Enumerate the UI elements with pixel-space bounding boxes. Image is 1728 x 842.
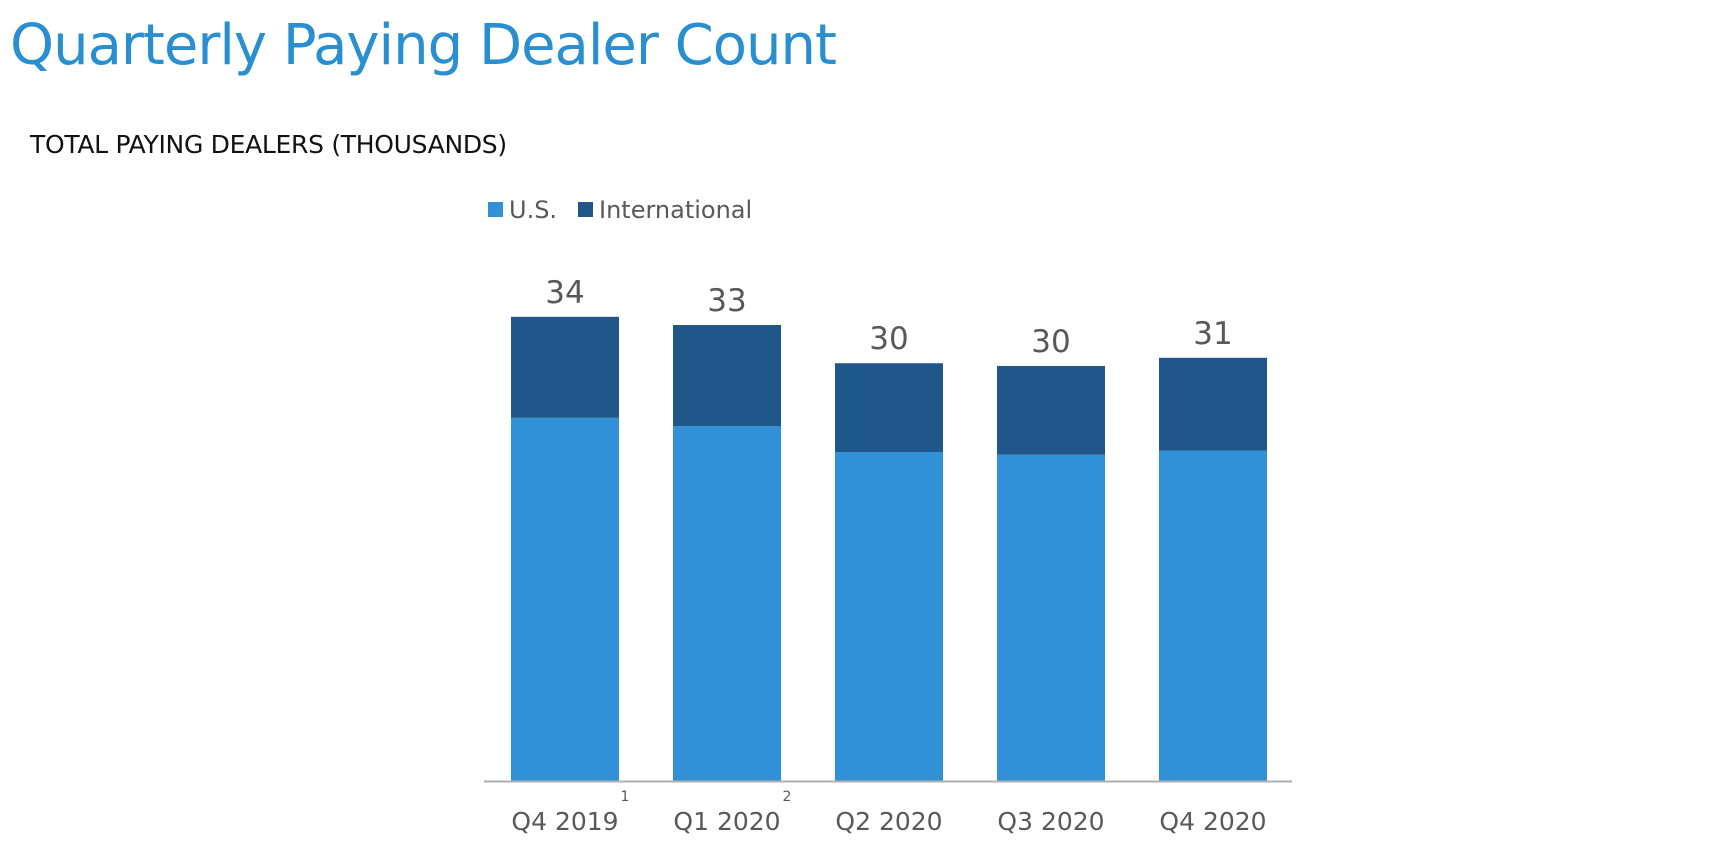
- bar-international-1: [673, 325, 781, 427]
- legend-swatch-international: [578, 202, 593, 217]
- bar-international-3: [997, 365, 1105, 455]
- legend-label-us: U.S.: [509, 196, 557, 224]
- bar-us-2: [835, 451, 943, 781]
- x-tick-label-0: Q4 2019: [511, 807, 618, 836]
- page-title: Quarterly Paying Dealer Count: [10, 13, 837, 78]
- bar-international-0: [511, 316, 619, 418]
- x-tick-label-3: Q3 2020: [997, 807, 1104, 836]
- legend-label-international: International: [599, 196, 752, 224]
- x-tick-label-1: Q1 2020: [673, 807, 780, 836]
- bar-us-4: [1159, 450, 1267, 781]
- legend-swatch-us: [488, 202, 503, 217]
- data-label-total-3: 30: [1031, 324, 1070, 360]
- footnote-marker-1: 2: [783, 789, 792, 805]
- x-tick-label-4: Q4 2020: [1159, 807, 1266, 836]
- data-label-total-2: 30: [869, 321, 908, 357]
- bar-us-0: [511, 417, 619, 781]
- x-tick-label-2: Q2 2020: [835, 807, 942, 836]
- bar-international-4: [1159, 357, 1267, 451]
- bar-international-2: [835, 363, 943, 452]
- data-label-total-1: 33: [707, 283, 746, 319]
- data-label-total-0: 34: [545, 275, 584, 311]
- bar-us-3: [997, 454, 1105, 781]
- bar-us-1: [673, 426, 781, 781]
- chart-subtitle: TOTAL PAYING DEALERS (THOUSANDS): [30, 130, 507, 159]
- data-label-total-4: 31: [1193, 316, 1232, 352]
- footnote-marker-0: 1: [621, 789, 630, 805]
